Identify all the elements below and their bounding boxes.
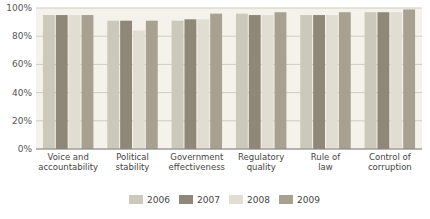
x-tick-label: Rule oflaw xyxy=(311,152,341,172)
bar xyxy=(69,15,81,149)
bar xyxy=(403,9,415,149)
bar xyxy=(390,12,402,149)
bar xyxy=(365,12,377,149)
x-tick-label: Politicalstability xyxy=(116,152,150,172)
grid-line xyxy=(36,92,422,93)
bar xyxy=(197,19,209,149)
y-tick-label: 0% xyxy=(18,144,33,154)
legend-swatch xyxy=(229,195,243,204)
chart: 0% 20% 40% 60% 80% 100% Voice andaccountabilit… xyxy=(0,0,430,219)
bar xyxy=(82,15,94,149)
plot-background xyxy=(36,8,422,149)
bar xyxy=(107,21,119,149)
bar xyxy=(339,12,351,149)
grid-line xyxy=(36,120,422,121)
bar xyxy=(43,15,55,149)
legend-swatch xyxy=(179,195,193,204)
x-axis-line xyxy=(36,149,422,150)
bar xyxy=(184,19,196,149)
bar xyxy=(313,15,325,149)
bar xyxy=(120,21,132,149)
bars xyxy=(43,9,415,149)
legend-label: 2008 xyxy=(247,195,270,205)
y-tick-label: 80% xyxy=(12,31,32,41)
bar xyxy=(262,15,274,149)
grid-line xyxy=(36,64,422,65)
bar xyxy=(249,15,261,149)
grid-line xyxy=(36,36,422,37)
bar xyxy=(133,31,145,149)
bar xyxy=(172,21,184,149)
x-tick-label: Regulatoryquality xyxy=(238,152,284,172)
bar xyxy=(326,15,338,149)
legend-label: 2009 xyxy=(297,195,320,205)
bar xyxy=(56,15,68,149)
y-tick-label: 20% xyxy=(12,116,32,126)
legend-label: 2006 xyxy=(147,195,170,205)
bar xyxy=(377,12,389,149)
bar xyxy=(236,14,248,149)
bar xyxy=(275,12,287,149)
legend: 2006 2007 2008 2009 xyxy=(129,195,320,205)
bar xyxy=(210,14,222,149)
grid-line xyxy=(36,8,422,9)
y-tick-label: 100% xyxy=(6,3,32,13)
legend-label: 2007 xyxy=(197,195,220,205)
legend-swatch xyxy=(279,195,293,204)
bar xyxy=(300,15,312,149)
y-tick-label: 60% xyxy=(12,59,32,69)
y-tick-label: 40% xyxy=(12,88,32,98)
grid-line xyxy=(36,149,422,150)
x-tick-label: Control ofcorruption xyxy=(368,152,412,172)
x-tick-label: Governmenteffectiveness xyxy=(169,152,226,172)
x-tick-label: Voice andaccountability xyxy=(38,152,98,172)
legend-swatch xyxy=(129,195,143,204)
bar xyxy=(146,21,158,149)
